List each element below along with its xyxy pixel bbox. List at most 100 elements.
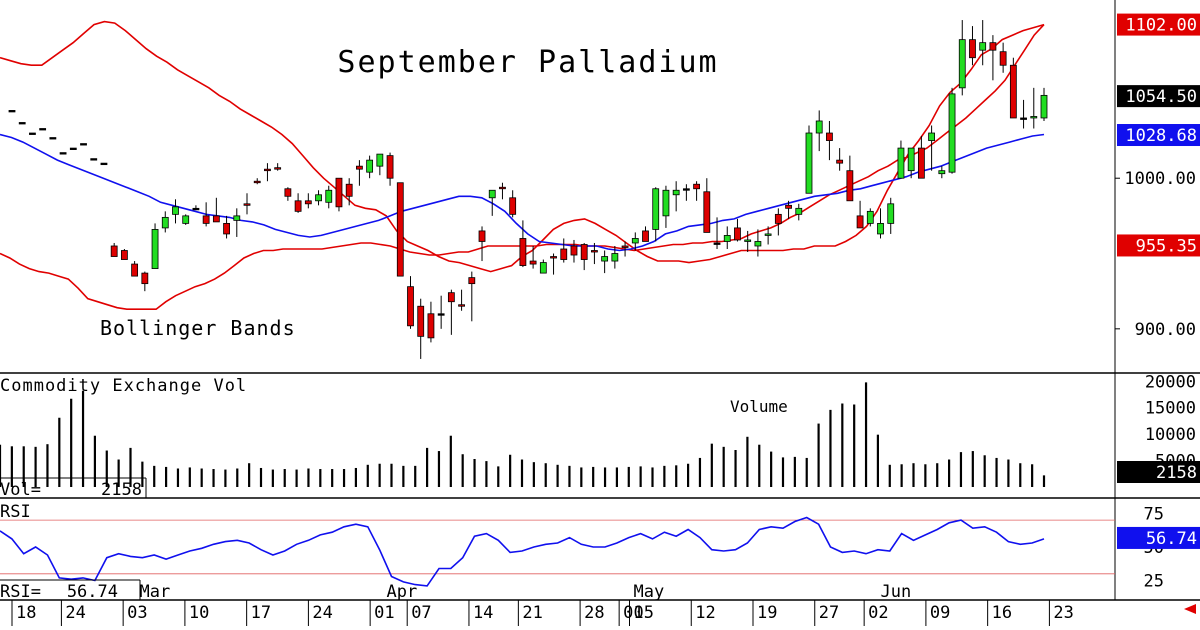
candle-body: [396, 182, 404, 277]
candle-body: [979, 42, 987, 51]
candle: [345, 178, 353, 206]
candle: [611, 245, 619, 269]
candle-body: [877, 222, 884, 235]
volume-readout-value: 2158: [101, 480, 142, 500]
candle: [131, 261, 139, 277]
candle-body: [151, 229, 159, 269]
candle: [212, 197, 220, 223]
price-tick-label: 900.00: [1135, 320, 1196, 340]
rsi-readout-label: RSI=: [0, 582, 41, 602]
candle-body: [601, 256, 609, 262]
candle: [18, 122, 26, 125]
candle-body: [805, 132, 813, 194]
date-tick-label: 14: [473, 603, 493, 623]
candle-body: [202, 215, 210, 224]
candle-body: [376, 153, 384, 167]
price-label-box: [1117, 234, 1200, 257]
candle-body: [69, 147, 77, 150]
candle-body: [774, 213, 782, 224]
date-tick-label: 10: [189, 603, 209, 623]
candle-body: [18, 122, 26, 125]
candle: [69, 147, 77, 150]
candle: [335, 177, 343, 212]
candle: [90, 158, 98, 161]
candle-body: [693, 183, 700, 190]
candle-body: [386, 155, 394, 179]
candle-body: [49, 137, 57, 140]
candle: [815, 110, 823, 152]
candle-body: [447, 292, 455, 303]
date-tick-label: 23: [1053, 603, 1073, 623]
candle-body: [989, 42, 997, 51]
candle: [253, 178, 261, 185]
candle-body: [539, 262, 547, 274]
candle-body: [631, 238, 639, 244]
candle: [754, 229, 762, 257]
volume-annotation: Volume: [730, 397, 788, 416]
candle: [652, 187, 660, 242]
candle-body: [642, 230, 649, 242]
volume-bars: [0, 382, 1046, 487]
candle: [744, 230, 752, 253]
candle-body: [652, 188, 660, 230]
candle-body: [315, 194, 322, 202]
month-label: May: [634, 582, 665, 602]
candle: [182, 214, 190, 225]
date-tick-label: 19: [757, 603, 777, 623]
candle-body: [866, 210, 874, 224]
candle: [29, 132, 36, 135]
price-label-text: 1028.68: [1125, 126, 1197, 146]
rsi-tick-label: 25: [1144, 572, 1164, 592]
candle-body: [1009, 64, 1017, 119]
candle: [304, 193, 312, 209]
candle: [887, 197, 895, 234]
month-label: Jun: [881, 582, 912, 602]
candle: [488, 189, 496, 216]
candle-body: [39, 128, 47, 131]
candle-body: [764, 233, 772, 236]
candle-body: [519, 238, 527, 266]
date-tick-label: 24: [65, 603, 85, 623]
candle-body: [212, 215, 220, 223]
candle: [805, 125, 813, 194]
candle-body: [253, 180, 261, 184]
candle: [80, 143, 87, 146]
price-tick-label: 1000.00: [1124, 169, 1196, 189]
candle-body: [192, 207, 200, 211]
candle: [836, 148, 844, 171]
candle: [682, 184, 690, 201]
candle: [866, 208, 874, 227]
candle-body: [233, 215, 241, 221]
candle-body: [356, 165, 363, 170]
candle-body: [580, 244, 588, 260]
candle: [529, 245, 537, 269]
candle: [1030, 87, 1038, 129]
candle-body: [1030, 116, 1038, 119]
candle: [795, 203, 803, 221]
scroll-arrow-icon[interactable]: [1184, 604, 1196, 614]
candle: [958, 20, 966, 96]
month-label: Mar: [140, 582, 171, 602]
candle-body: [458, 304, 465, 307]
date-tick-label: 07: [411, 603, 431, 623]
candle: [407, 276, 414, 329]
candle-body: [488, 189, 496, 199]
candle-body: [264, 168, 271, 172]
candle-body: [345, 183, 353, 197]
candle-body: [478, 230, 486, 242]
candle: [846, 155, 854, 202]
candle-body: [407, 286, 414, 327]
candle: [999, 42, 1007, 73]
candle: [938, 166, 946, 179]
candle: [437, 295, 445, 329]
candle-body: [294, 200, 302, 212]
date-tick-label: 09: [930, 603, 950, 623]
candle-body: [621, 245, 629, 248]
candle-body: [1040, 94, 1048, 119]
candle: [672, 181, 680, 212]
candle-body: [856, 215, 864, 229]
volume-current-box: [1117, 461, 1200, 483]
candle: [764, 226, 772, 245]
candle-body: [754, 241, 762, 247]
candle: [693, 181, 700, 201]
